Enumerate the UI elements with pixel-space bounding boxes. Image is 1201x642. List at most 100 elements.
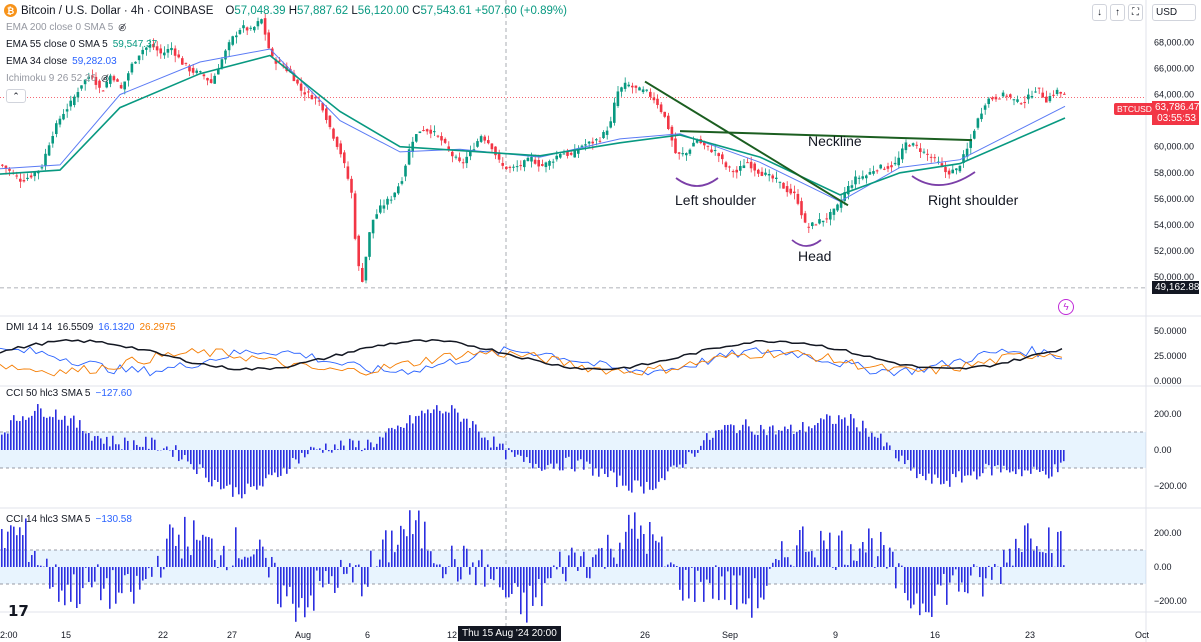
cci50-bar [1045,450,1047,475]
cci50-bar [526,450,528,458]
cci14-bar [493,567,495,581]
candle-body [145,47,148,50]
cci50-bar [475,424,477,450]
cci14-bar [667,564,669,567]
arrow-down-icon[interactable]: ↓ [1092,4,1107,21]
cci50-bar [217,450,219,482]
cci14-bar [562,567,564,574]
cci14-bar [775,558,777,567]
candle-body [602,132,605,139]
cci14-bar [454,559,456,567]
candle-body [548,160,551,166]
cci14-bar [367,567,369,587]
candle-body [166,49,170,53]
price-tick-label: 68,000.00 [1154,37,1194,47]
cci50-bar [775,434,777,450]
indicator-ema200[interactable]: EMA 200 close 0 SMA 5 ◎̸ [6,22,127,33]
cci50-bar [472,421,474,450]
cci50-bar [781,430,783,450]
cci50-bar [367,439,369,450]
cci14-bar [70,567,72,602]
candle-body [616,91,620,106]
cci14-bar [991,567,993,580]
candle-body [321,102,324,111]
candle-body [893,162,897,165]
candle-body [613,102,616,123]
cci14-bar [724,567,726,600]
cci50-bar [385,432,387,450]
cci14-bar [814,557,816,567]
candle-body [497,152,501,160]
candle-body [415,134,418,142]
cci50-bar [1051,450,1053,477]
lightning-icon[interactable]: ϟ [1058,299,1074,315]
price-tick-label: 54,000.00 [1154,220,1194,230]
cci50-bar [97,435,99,450]
cci14-bar [187,546,189,567]
dmi-legend[interactable]: DMI 14 14 16.5509 16.1320 26.2975 [6,322,176,333]
cci14-bar [394,552,396,567]
cci50-bar [529,450,531,464]
cci50-bar [394,429,396,450]
cci50-bar [376,443,378,450]
cci14-bar [388,562,390,567]
fullscreen-icon[interactable]: ⛶ [1128,4,1143,21]
cci50-bar [928,450,930,474]
cci14-bar [925,567,927,613]
cci14-bar [448,566,450,567]
cci14-legend[interactable]: CCI 14 hlc3 SMA 5 −130.58 [6,514,132,525]
collapse-legend-button[interactable]: ⌃ [6,89,26,103]
cci50-bar [742,424,744,450]
candle-body [620,87,623,92]
cci50-bar [718,429,720,450]
cci14-bar [619,542,621,567]
cci14-bar [409,510,411,567]
candle-body [501,163,504,166]
cci50-bar [493,436,495,450]
cci50-bar [178,450,180,462]
indicator-ema34[interactable]: EMA 34 close 59,282.03 [6,56,117,67]
cci14-bar [466,548,468,567]
indicator-ema55[interactable]: EMA 55 close 0 SMA 5 59,547.37 [6,39,158,50]
cci14-bar [745,567,747,605]
cci50-bar [610,450,612,471]
cci50-bar [220,450,222,490]
cci14-bar [907,567,909,601]
cci14-bar [4,547,6,567]
cci14-bar [19,527,21,567]
cci14-bar [1039,551,1041,567]
cci14-bar [898,563,900,567]
cci50-bar [961,450,963,483]
cci14-bar [883,545,885,567]
cci50-bar [208,450,210,483]
candle-body [177,54,180,58]
cci14-bar [970,567,972,576]
cci14-bar [22,535,24,567]
cci50-bar [337,449,339,450]
candle-body [465,156,468,164]
symbol-title[interactable]: Bitcoin / U.S. Dollar · 4h · COINBASE [21,4,214,17]
eye-off-icon[interactable]: ◎̸ [101,73,109,83]
candle-body [8,168,11,171]
cci50-legend[interactable]: CCI 50 hlc3 SMA 5 −127.60 [6,388,132,399]
cci50-tick-label: 200.00 [1154,409,1182,419]
currency-select[interactable]: USD [1152,4,1196,21]
cci50-bar [403,427,405,450]
cci14-bar [376,566,378,567]
cci14-bar [751,567,753,618]
arrow-up-icon[interactable]: ↑ [1110,4,1125,21]
cci14-bar [151,567,153,577]
candle-body [724,162,728,168]
cci14-bar [97,564,99,567]
cci14-bar [1018,548,1020,567]
candle-body [803,213,807,223]
cci50-bar [883,446,885,450]
cci50-bar [133,440,135,450]
cci50-bar [793,434,795,450]
cci14-bar [769,567,771,569]
eye-off-icon[interactable]: ◎̸ [118,22,127,32]
head-label: Head [798,248,832,264]
candle-body [739,166,742,171]
indicator-ichimoku[interactable]: Ichimoku 9 26 52 26 ◎̸ [6,73,109,84]
